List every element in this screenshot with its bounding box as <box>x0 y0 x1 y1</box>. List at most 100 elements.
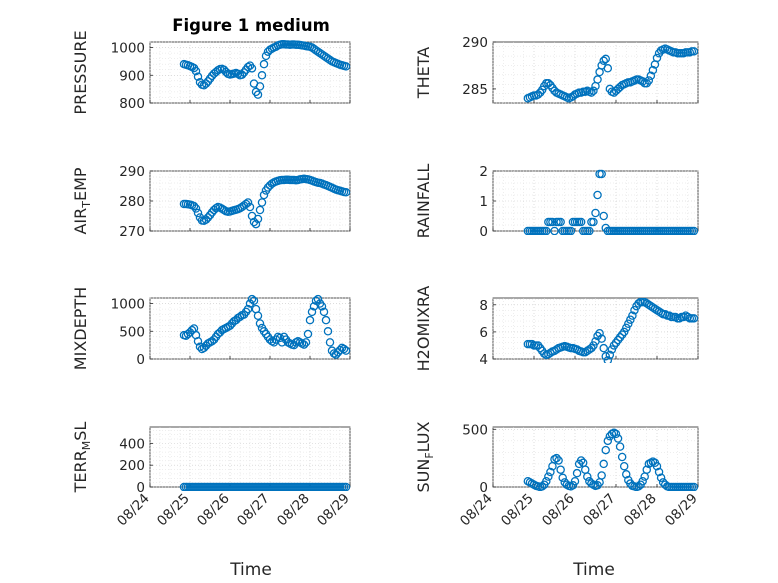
data-point <box>243 304 253 314</box>
x-tick-label: 08/24 <box>114 491 153 530</box>
y-axis-label: SUNFLUX <box>414 421 436 492</box>
data-point <box>683 312 693 322</box>
data-series <box>179 482 351 491</box>
data-point <box>255 205 265 215</box>
data-point <box>245 202 255 212</box>
data-point <box>646 71 656 81</box>
y-tick-label: 290 <box>119 164 145 180</box>
data-point <box>638 476 647 486</box>
subplot-rainfall: 0 1 2 RAINFALL <box>414 164 699 240</box>
data-point <box>597 471 606 480</box>
y-tick-label: 280 <box>119 194 145 210</box>
x-tick-label: 08/25 <box>498 491 537 530</box>
data-point <box>243 62 253 72</box>
data-point <box>339 344 349 354</box>
data-series <box>523 428 699 491</box>
data-point <box>593 75 602 84</box>
data-point <box>546 467 555 477</box>
y-tick-label: 0 <box>136 352 145 368</box>
data-point <box>689 226 699 235</box>
data-point <box>576 456 586 465</box>
subplot-sun: 0 500 08/24 08/25 08/26 08/27 08/28 08/29 SUNFLU… <box>414 421 701 529</box>
data-point <box>601 54 611 64</box>
data-point <box>599 459 608 469</box>
data-point <box>644 76 654 85</box>
data-point <box>593 190 602 200</box>
data-point <box>341 62 351 71</box>
x-tick-label: 08/28 <box>621 491 660 530</box>
data-point <box>679 312 688 322</box>
data-point <box>247 64 257 73</box>
data-point <box>589 217 598 227</box>
data-point <box>634 299 643 308</box>
y-tick-label: 1000 <box>111 297 145 313</box>
data-point <box>307 307 317 317</box>
y-tick-label: 900 <box>119 68 145 84</box>
data-point <box>689 47 699 56</box>
data-point <box>566 226 576 235</box>
data-point <box>617 452 627 462</box>
data-point <box>599 56 608 66</box>
data-point <box>540 349 549 358</box>
data-series <box>523 169 699 235</box>
data-point <box>558 473 567 483</box>
y-tick-label: 285 <box>462 82 488 98</box>
data-point <box>275 333 285 343</box>
y-axis-label: TERRMSL <box>71 422 93 494</box>
data-series <box>523 44 699 103</box>
subplot-mixdepth: 0 500 1000 MIXDEPTH <box>71 287 351 370</box>
data-point <box>622 470 631 479</box>
data-point <box>554 456 563 465</box>
y-tick-label: 8 <box>479 298 488 314</box>
data-point <box>572 468 582 478</box>
data-point <box>301 338 311 347</box>
data-point <box>189 201 199 211</box>
data-point <box>591 208 600 218</box>
data-point <box>607 345 617 354</box>
data-point <box>257 71 267 80</box>
data-point <box>630 305 639 315</box>
data-point <box>303 329 313 339</box>
y-tick-label: 400 <box>119 436 145 452</box>
data-point <box>652 53 662 63</box>
data-point <box>595 328 604 338</box>
data-point <box>652 461 662 471</box>
data-point <box>603 64 613 73</box>
y-tick-label: 6 <box>479 325 488 341</box>
data-point <box>597 169 606 179</box>
data-series <box>523 297 699 363</box>
y-tick-label: 4 <box>479 352 488 368</box>
data-point <box>599 343 608 353</box>
data-point <box>583 472 592 481</box>
data-series <box>179 294 351 359</box>
data-point <box>605 350 615 360</box>
data-point <box>317 302 327 311</box>
data-point <box>191 66 201 76</box>
data-point <box>249 296 259 306</box>
x-tick-label: 08/28 <box>274 491 313 530</box>
x-tick-label: 08/26 <box>194 491 233 530</box>
data-point <box>619 327 629 337</box>
y-tick-label: 270 <box>119 224 145 240</box>
data-point <box>671 312 680 322</box>
data-point <box>611 429 621 439</box>
y-axis-label: RAINFALL <box>414 164 433 239</box>
y-tick-label: 1000 <box>111 41 145 57</box>
data-point <box>619 461 629 471</box>
data-point <box>542 226 551 235</box>
data-point <box>550 226 559 235</box>
data-point <box>552 453 561 463</box>
data-point <box>624 319 633 329</box>
x-axis-label-right: Time <box>572 560 615 580</box>
data-point <box>323 327 333 336</box>
data-point <box>601 352 611 361</box>
data-point <box>626 315 635 324</box>
data-series <box>179 174 351 229</box>
data-point <box>255 82 265 91</box>
data-point <box>299 340 309 349</box>
data-point <box>253 311 263 320</box>
data-point <box>601 445 611 455</box>
data-point <box>537 482 547 491</box>
data-point <box>527 339 537 349</box>
